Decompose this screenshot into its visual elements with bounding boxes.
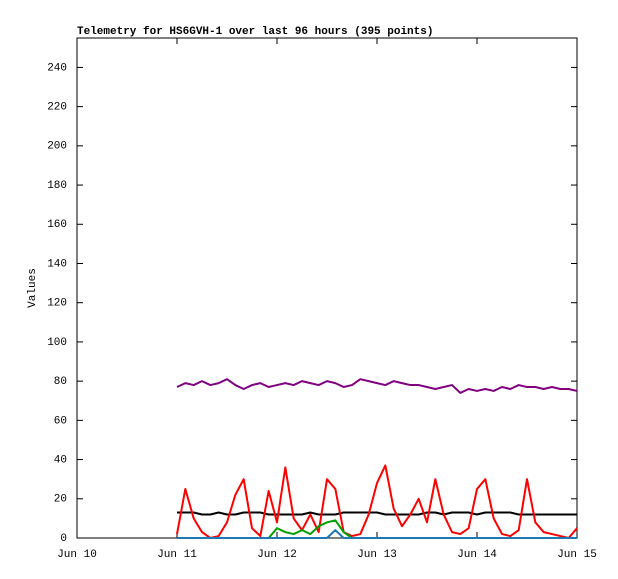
y-tick-label: 240	[47, 62, 67, 74]
y-axis-label: Values	[27, 268, 39, 308]
x-tick-label: Jun 13	[357, 549, 397, 561]
y-tick-label: 100	[47, 337, 67, 349]
x-tick-label: Jun 15	[557, 549, 597, 561]
series-line	[176, 464, 578, 539]
y-tick-label: 60	[54, 415, 67, 427]
y-tick-label: 180	[47, 180, 67, 192]
y-tick-label: 0	[60, 533, 67, 545]
x-tick-label: Jun 12	[257, 549, 297, 561]
x-tick-label: Jun 14	[457, 549, 497, 561]
y-tick-label: 80	[54, 376, 67, 388]
x-tick-label: Jun 11	[157, 549, 197, 561]
series-line	[176, 378, 578, 394]
x-tick-label: Jun 10	[57, 549, 97, 561]
plot-frame	[76, 37, 578, 539]
y-tick-label: 160	[47, 219, 67, 231]
series-line	[177, 529, 577, 539]
y-tick-label: 220	[47, 102, 67, 114]
y-tick-label: 40	[54, 454, 67, 466]
y-tick-label: 200	[47, 141, 67, 153]
y-tick-label: 140	[47, 258, 67, 270]
series-line	[177, 511, 577, 516]
y-tick-label: 20	[54, 494, 67, 506]
chart-title: Telemetry for HS6GVH-1 over last 96 hour…	[77, 26, 433, 38]
y-tick-label: 120	[47, 298, 67, 310]
